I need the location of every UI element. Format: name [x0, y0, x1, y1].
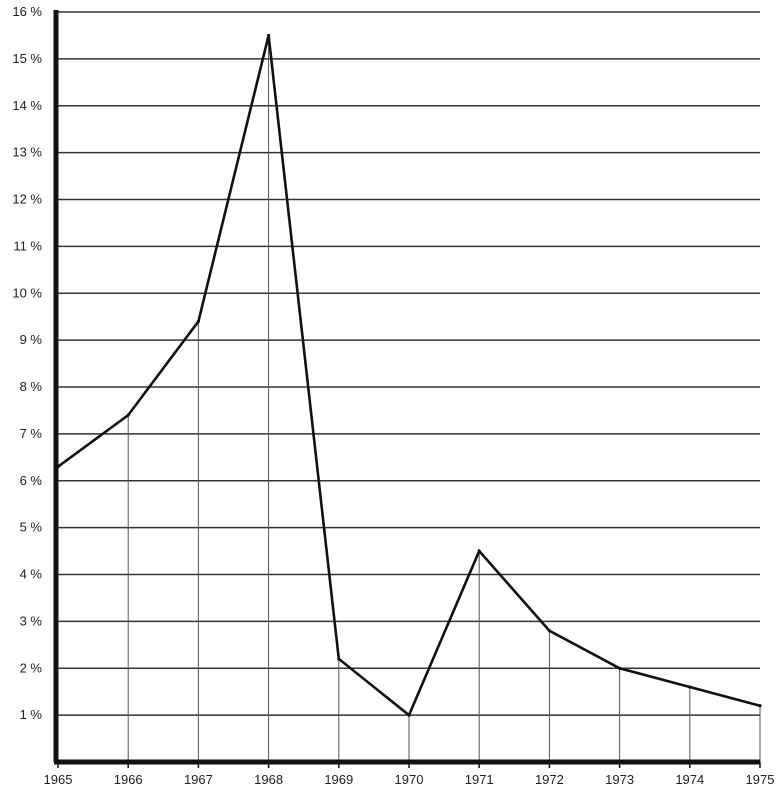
y-tick-label: 5 % [20, 520, 43, 535]
y-tick-label: 11 % [13, 238, 42, 253]
x-tick-label: 1966 [114, 772, 143, 787]
data-point [407, 714, 410, 717]
data-point [197, 320, 200, 323]
drop-lines [128, 35, 760, 762]
y-tick-label: 8 % [20, 379, 43, 394]
x-tick-label: 1969 [324, 772, 353, 787]
axes [54, 10, 760, 762]
x-tick-label: 1968 [254, 772, 283, 787]
data-point [127, 414, 130, 417]
series-line [58, 35, 760, 715]
y-tick-label: 14 % [12, 98, 42, 113]
x-tick-label: 1974 [675, 772, 704, 787]
y-tick-label: 6 % [20, 473, 43, 488]
data-point [548, 629, 551, 632]
data-point [56, 465, 59, 468]
y-tick-label: 9 % [20, 332, 43, 347]
x-tick-label: 1965 [44, 772, 73, 787]
data-point [618, 667, 621, 670]
x-tick-label: 1975 [746, 772, 775, 787]
y-tick-label: 12 % [12, 192, 42, 207]
y-tick-label: 13 % [12, 145, 42, 160]
data-point [478, 549, 481, 552]
y-tick-label: 2 % [20, 660, 43, 675]
grid-lines [58, 12, 760, 715]
x-tick-label: 1971 [465, 772, 494, 787]
y-tick-labels: 1 % 2 % 3 % 4 % 5 % 6 % 7 % 8 % 9 % 10 % 11 % 12 % 1… [12, 4, 42, 722]
y-tick-label: 3 % [20, 613, 43, 628]
x-tick-labels: 1965 1966 1967 1968 1969 1970 1971 1972 1973 1974… [44, 762, 775, 787]
y-tick-label: 4 % [20, 567, 43, 582]
y-tick-label: 10 % [12, 285, 42, 300]
data-point [688, 685, 691, 688]
y-tick-label: 7 % [20, 426, 43, 441]
data-point [758, 704, 761, 707]
data-point [267, 34, 270, 37]
x-tick-label: 1973 [605, 772, 634, 787]
y-tick-label: 1 % [20, 707, 43, 722]
x-tick-label: 1972 [535, 772, 564, 787]
y-tick-label: 16 % [12, 4, 42, 19]
data-point [337, 657, 340, 660]
y-tick-label: 15 % [12, 51, 42, 66]
series [56, 34, 761, 717]
x-tick-label: 1970 [395, 772, 424, 787]
x-tick-label: 1967 [184, 772, 213, 787]
